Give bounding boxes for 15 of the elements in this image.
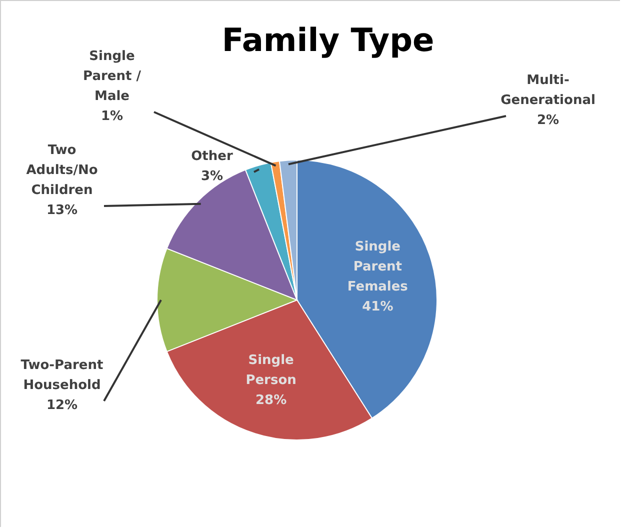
data-label: 28% — [255, 392, 287, 408]
data-label: 1% — [100, 109, 124, 124]
data-label: 13% — [46, 203, 78, 218]
chart-title: Family Type — [222, 21, 434, 59]
slice-label: Other — [191, 149, 234, 164]
slice-label: Single Parent / Male — [83, 49, 142, 104]
slice-label: Two-Parent Household — [20, 358, 104, 393]
slice-label: Multi-Generational — [500, 73, 596, 108]
slice-label: Single Person — [246, 352, 296, 388]
data-label: 12% — [46, 398, 78, 413]
data-label: 2% — [536, 113, 560, 128]
data-label: 3% — [200, 169, 224, 184]
data-label: 41% — [362, 300, 394, 315]
slice-label: Single Parent Females — [347, 240, 408, 295]
slice-label: Two Adults/No Children — [26, 143, 98, 198]
